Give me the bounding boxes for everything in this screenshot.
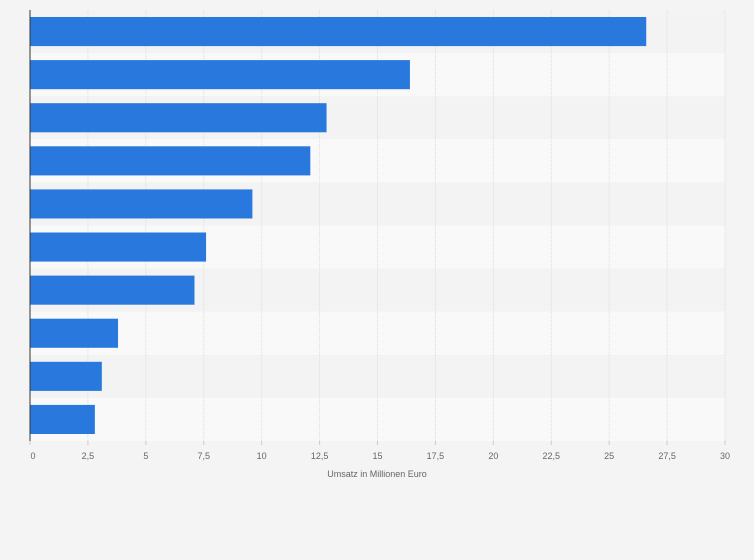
x-tick-label: 10 bbox=[257, 451, 267, 461]
x-tick-label: 15 bbox=[372, 451, 382, 461]
bar bbox=[30, 404, 95, 434]
bar bbox=[30, 361, 102, 391]
bars bbox=[30, 17, 647, 434]
bar bbox=[30, 275, 195, 305]
x-tick-label: 22,5 bbox=[542, 451, 560, 461]
x-tick-label: 25 bbox=[604, 451, 614, 461]
bar bbox=[30, 146, 311, 176]
x-axis-title: Umsatz in Millionen Euro bbox=[327, 469, 427, 479]
x-tick-label: 5 bbox=[143, 451, 148, 461]
bar bbox=[30, 17, 647, 47]
x-tick-label: 27,5 bbox=[658, 451, 676, 461]
bar bbox=[30, 318, 119, 348]
bar bbox=[30, 189, 253, 219]
bar bbox=[30, 232, 207, 262]
bar bbox=[30, 103, 327, 133]
x-tick-label: 17,5 bbox=[427, 451, 445, 461]
x-tick-label: 30 bbox=[720, 451, 730, 461]
x-tick-label: 12,5 bbox=[311, 451, 329, 461]
x-tick-label: 2,5 bbox=[82, 451, 95, 461]
x-tick-labels: 0 2,5 5 7,5 10 12,5 15 17,5 20 22,5 25 27,5 30 bbox=[30, 451, 730, 461]
x-tick-label: 0 bbox=[30, 451, 35, 461]
row-band bbox=[30, 397, 725, 441]
grid-lines bbox=[29, 10, 726, 445]
x-tick-label: 7,5 bbox=[197, 451, 210, 461]
x-tick-label: 20 bbox=[488, 451, 498, 461]
bar bbox=[30, 60, 410, 90]
